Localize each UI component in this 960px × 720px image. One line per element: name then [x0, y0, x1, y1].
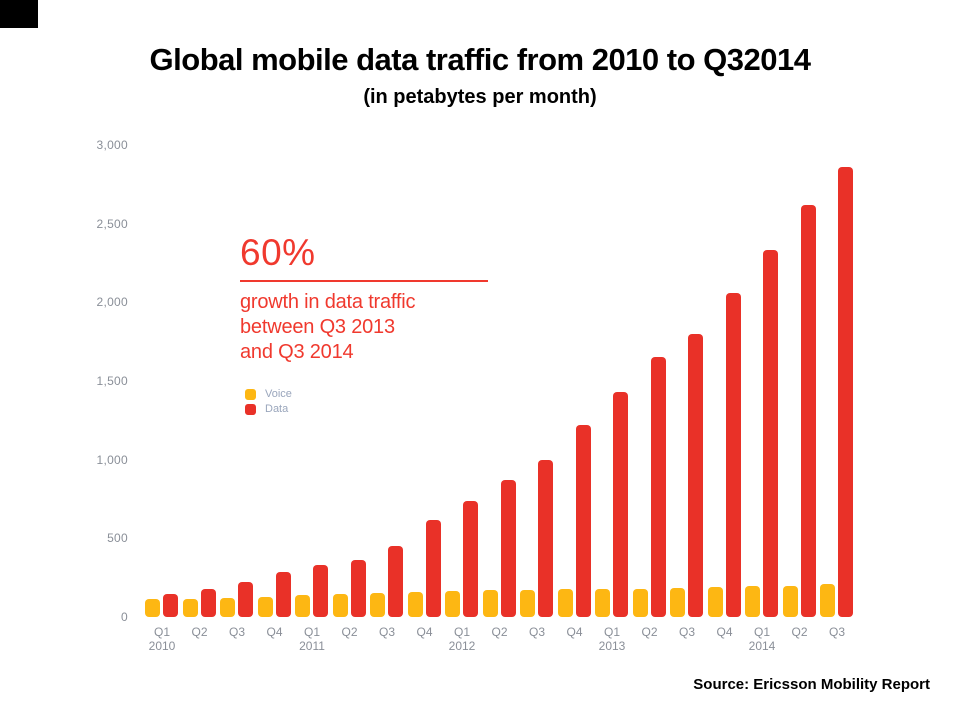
data-bar-q1-2013	[613, 392, 628, 617]
annotation-text-line: and Q3 2014	[240, 341, 354, 363]
y-axis-tick-label: 2,000	[96, 295, 128, 310]
legend: Voice Data	[245, 388, 292, 418]
data-bar-q1-2012	[463, 501, 478, 617]
source-note: Source: Ericsson Mobility Report	[693, 676, 930, 693]
legend-label: Voice	[265, 388, 292, 400]
x-axis-tick-label: Q3	[378, 625, 395, 639]
y-axis-tick-label: 2,500	[96, 216, 128, 231]
x-axis-tick-label: Q4	[566, 625, 583, 639]
x-axis-tick-label: Q3	[678, 625, 695, 639]
x-axis-tick-label: Q2	[491, 625, 508, 639]
data-bar-q2-2013	[650, 357, 666, 617]
voice-bar-q3-2014	[820, 584, 835, 617]
x-axis-tick-label: Q2	[341, 625, 358, 639]
data-bar-q4-2013	[725, 293, 741, 617]
voice-swatch-icon	[245, 388, 256, 400]
data-bar-q4-2012	[575, 425, 591, 617]
data-bar-q4-2011	[425, 520, 441, 617]
x-axis-tick-label: Q1 2014	[742, 625, 782, 653]
y-axis-tick-label: 1,000	[96, 452, 128, 467]
data-bar-q2-2011	[350, 560, 366, 617]
x-axis-tick-label: Q2	[191, 625, 208, 639]
data-bar-q3-2010	[238, 582, 253, 617]
voice-bar-q4-2010	[257, 597, 273, 617]
x-axis-tick-label: Q2	[641, 625, 658, 639]
x-axis-tick-label: Q4	[716, 625, 733, 639]
voice-bar-q2-2013	[632, 589, 648, 617]
growth-percentage: 60%	[240, 232, 316, 273]
x-axis-tick-label: Q4	[416, 625, 433, 639]
voice-bar-q2-2011	[332, 594, 348, 617]
data-bar-q4-2010	[275, 572, 291, 617]
voice-bar-q3-2012	[520, 590, 535, 617]
y-axis-tick-label: 1,500	[96, 374, 128, 388]
corner-mark	[0, 0, 38, 28]
x-axis-tick-label: Q1 2010	[142, 625, 182, 653]
y-axis-tick-label: 0	[121, 610, 128, 624]
x-axis-year-label: 2014	[748, 639, 776, 653]
data-bar-q3-2014	[838, 167, 853, 617]
chart-title: Global mobile data traffic from 2010 to …	[149, 42, 811, 77]
legend-label: Data	[265, 403, 289, 415]
voice-bar-q1-2010	[145, 599, 160, 617]
voice-bar-q2-2012	[482, 590, 498, 617]
x-axis-tick-label: Q1 2013	[592, 625, 632, 653]
y-axis-tick-label: 3,000	[96, 138, 128, 152]
data-bar-q2-2010	[200, 589, 216, 617]
data-bar-q1-2011	[313, 565, 328, 617]
voice-bar-q1-2014	[745, 586, 760, 617]
voice-bar-q4-2012	[557, 589, 573, 617]
chart-subtitle: (in petabytes per month)	[363, 86, 597, 108]
data-bar-q1-2010	[163, 594, 178, 617]
x-axis-tick-label: Q2	[791, 625, 808, 639]
voice-bar-q2-2014	[782, 586, 798, 617]
legend-item-data: Data	[245, 403, 292, 415]
data-bar-q2-2014	[800, 205, 816, 617]
data-bar-q3-2012	[538, 460, 553, 617]
voice-bar-q3-2010	[220, 598, 235, 617]
voice-bar-q1-2011	[295, 595, 310, 617]
data-bar-q3-2013	[688, 334, 703, 617]
x-axis-tick-label: Q1 2011	[292, 625, 332, 653]
x-axis-year-label: 2011	[299, 639, 325, 653]
annotation-text-line: growth in data traffic	[240, 291, 416, 313]
data-swatch-icon	[245, 403, 256, 415]
x-axis-tick-label: Q4	[266, 625, 283, 639]
x-axis-year-label: 2012	[448, 639, 476, 653]
data-bar-q2-2012	[500, 480, 516, 617]
y-axis-tick-label: 500	[107, 531, 128, 546]
voice-bar-q3-2011	[370, 593, 385, 617]
x-axis-tick-label: Q3	[528, 625, 545, 639]
voice-bar-q2-2010	[182, 599, 198, 617]
voice-bar-q4-2013	[707, 587, 723, 617]
x-axis-tick-label: Q3	[828, 625, 845, 639]
growth-annotation: 60% growth in data traffic between Q3 20…	[240, 232, 488, 365]
voice-bar-q3-2013	[670, 588, 685, 617]
data-bar-q3-2011	[388, 546, 403, 617]
x-axis-tick-label: Q3	[228, 625, 245, 639]
voice-bar-q1-2013	[595, 589, 610, 617]
voice-bar-q1-2012	[445, 591, 460, 617]
legend-item-voice: Voice	[245, 388, 292, 400]
x-axis-year-label: 2013	[598, 639, 626, 653]
plot-area	[140, 145, 853, 617]
data-bar-q1-2014	[763, 250, 778, 617]
x-axis-tick-label: Q1 2012	[442, 625, 482, 653]
x-axis-year-label: 2010	[148, 639, 176, 653]
annotation-underline	[240, 280, 488, 282]
annotation-text-line: between Q3 2013	[240, 316, 395, 338]
voice-bar-q4-2011	[407, 592, 423, 617]
